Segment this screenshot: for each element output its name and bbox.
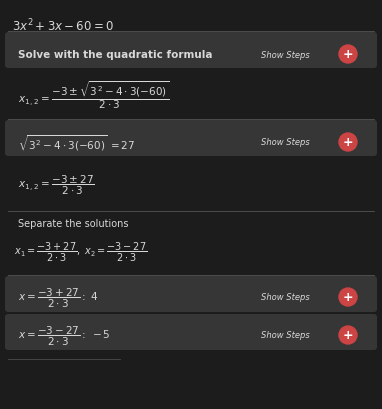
Text: Show Steps: Show Steps (261, 138, 310, 147)
Text: +: + (343, 329, 353, 342)
Text: $3x^2 + 3x - 60 = 0$: $3x^2 + 3x - 60 = 0$ (12, 18, 114, 34)
Circle shape (339, 326, 357, 344)
Circle shape (339, 288, 357, 306)
Text: $x_{1,\,2}=\dfrac{-3\pm27}{2\cdot3}$: $x_{1,\,2}=\dfrac{-3\pm27}{2\cdot3}$ (18, 173, 95, 196)
FancyBboxPatch shape (5, 276, 377, 312)
Text: Solve with the quadratic formula: Solve with the quadratic formula (18, 50, 212, 60)
FancyBboxPatch shape (5, 121, 377, 157)
Text: $x_{1,\,2}=\dfrac{-3\pm\sqrt{3^{\,2}-4\cdot3(-60)}}{2\cdot3}$: $x_{1,\,2}=\dfrac{-3\pm\sqrt{3^{\,2}-4\c… (18, 79, 169, 111)
Text: $x_1=\dfrac{-3+27}{2\cdot3},\;x_2=\dfrac{-3-27}{2\cdot3}$: $x_1=\dfrac{-3+27}{2\cdot3},\;x_2=\dfrac… (14, 240, 147, 263)
Text: Show Steps: Show Steps (261, 331, 310, 339)
Text: +: + (343, 136, 353, 149)
Text: Show Steps: Show Steps (261, 50, 310, 59)
Text: Separate the solutions: Separate the solutions (18, 218, 128, 229)
Text: $\sqrt{3^{\,2}-4\cdot3(-60)}\;=27$: $\sqrt{3^{\,2}-4\cdot3(-60)}\;=27$ (18, 133, 135, 152)
Text: +: + (343, 48, 353, 61)
Text: $x=\dfrac{-3+27}{2\cdot3}:\;4$: $x=\dfrac{-3+27}{2\cdot3}:\;4$ (18, 285, 98, 309)
FancyBboxPatch shape (5, 33, 377, 69)
Circle shape (339, 46, 357, 64)
Text: Show Steps: Show Steps (261, 293, 310, 302)
FancyBboxPatch shape (5, 314, 377, 350)
Text: +: + (343, 291, 353, 304)
Circle shape (339, 134, 357, 152)
Text: $x=\dfrac{-3-27}{2\cdot3}:\;-5$: $x=\dfrac{-3-27}{2\cdot3}:\;-5$ (18, 324, 110, 347)
